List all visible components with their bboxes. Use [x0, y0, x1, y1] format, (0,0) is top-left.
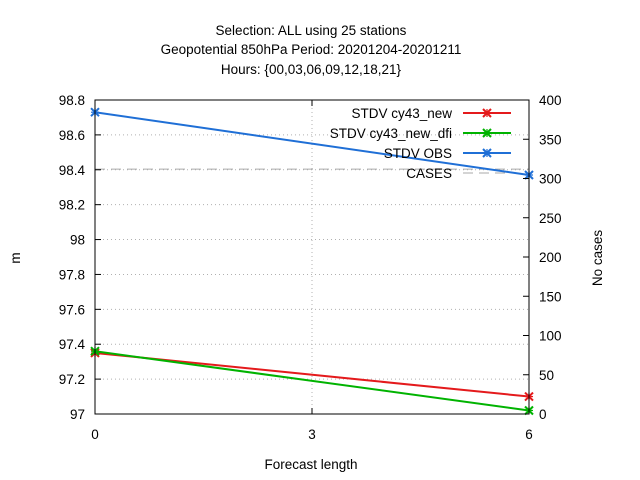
y-tick-label: 97.8 — [59, 267, 85, 282]
x-tick-label: 0 — [91, 427, 99, 442]
y2-tick-label: 350 — [539, 132, 562, 147]
title-line-2: Geopotential 850hPa Period: 20201204-202… — [161, 42, 462, 57]
legend-marker — [482, 128, 492, 138]
y2-tick-label: 250 — [539, 211, 562, 226]
y2-tick-label: 150 — [539, 289, 562, 304]
grid — [95, 100, 529, 414]
y2-tick-label: 200 — [539, 250, 562, 265]
y2-tick-label: 400 — [539, 93, 562, 108]
y-tick-label: 98.2 — [59, 198, 85, 213]
legend-marker — [482, 148, 492, 158]
title-line-3: Hours: {00,03,06,09,12,18,21} — [221, 62, 402, 77]
legend-label: STDV cy43_new_dfi — [330, 126, 452, 141]
y-tick-label: 98 — [70, 233, 85, 248]
y-tick-label: 97 — [70, 407, 85, 422]
y-tick-label: 98.8 — [59, 93, 85, 108]
y-tick-label: 97.4 — [59, 337, 86, 352]
y2-tick-label: 50 — [539, 368, 554, 383]
x-axis-label: Forecast length — [264, 457, 357, 472]
y-tick-label: 97.2 — [59, 372, 85, 387]
x-tick-label: 6 — [525, 427, 533, 442]
legend-label: STDV cy43_new — [351, 106, 452, 121]
x-tick-label: 3 — [308, 427, 316, 442]
legend: STDV cy43_new STDV cy43_new_dfi STDV OBS CA… — [330, 106, 511, 181]
y2-tick-label: 300 — [539, 172, 562, 187]
legend-label: STDV OBS — [384, 146, 452, 161]
y-tick-label: 97.6 — [59, 302, 85, 317]
y-axis-label: m — [8, 252, 23, 263]
legend-marker — [482, 108, 492, 118]
y2-tick-label: 0 — [539, 407, 547, 422]
title: Selection: ALL using 25 stations Geopote… — [161, 23, 462, 77]
legend-label: CASES — [406, 166, 452, 181]
y2-tick-label: 100 — [539, 329, 562, 344]
axis-ticks: 97 97.2 97.4 97.6 97.8 98 98.2 98.4 98.6 98.8 0 50 1… — [59, 93, 562, 442]
y-tick-label: 98.6 — [59, 128, 85, 143]
y2-axis-label: No cases — [590, 230, 605, 287]
y-tick-label: 98.4 — [59, 163, 86, 178]
title-line-1: Selection: ALL using 25 stations — [216, 23, 407, 38]
series-line-1 — [94, 350, 530, 412]
series-line-2 — [94, 111, 530, 177]
